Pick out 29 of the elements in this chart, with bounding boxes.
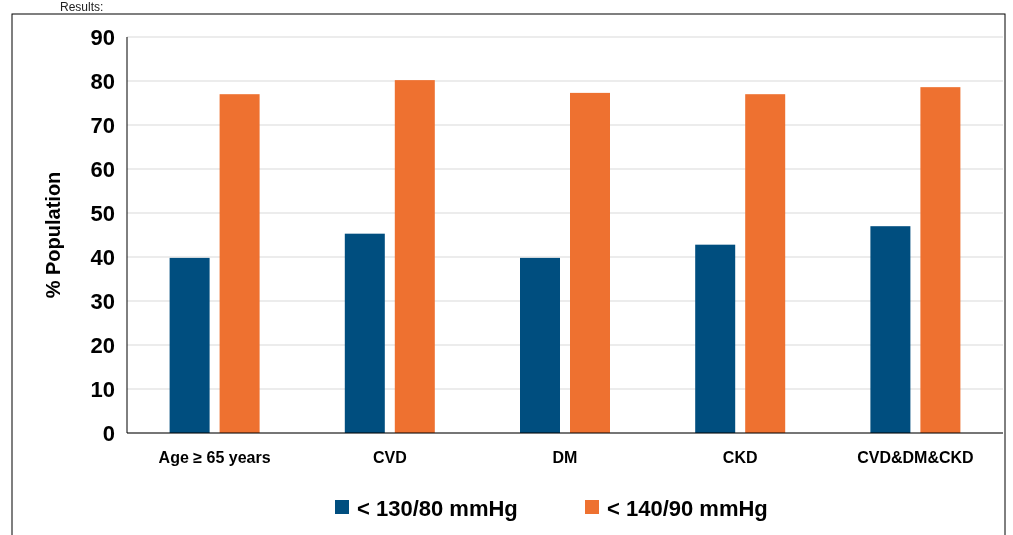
y-tick-label: 0 bbox=[102, 420, 115, 446]
x-tick-label: CVD&DM&CKD bbox=[857, 449, 974, 466]
y-tick-label: 50 bbox=[90, 200, 115, 226]
bar bbox=[695, 244, 736, 433]
x-tick-label: CKD bbox=[722, 449, 758, 466]
x-tick-label: DM bbox=[552, 449, 578, 466]
y-tick-label: 60 bbox=[90, 156, 115, 182]
bar bbox=[745, 94, 786, 433]
bar bbox=[520, 257, 560, 433]
y-tick-label: 30 bbox=[90, 288, 115, 314]
y-tick-label: 20 bbox=[90, 332, 115, 358]
y-tick-label: 70 bbox=[90, 112, 115, 138]
bar bbox=[870, 226, 911, 433]
bar bbox=[169, 257, 210, 433]
bar bbox=[394, 80, 435, 433]
y-tick-label: 80 bbox=[90, 68, 115, 94]
y-axis-title: % Population bbox=[42, 171, 64, 299]
y-tick-label: 90 bbox=[90, 24, 115, 50]
bar bbox=[570, 92, 610, 433]
bar bbox=[920, 87, 961, 433]
text: Results: bbox=[60, 0, 104, 14]
x-tick-label: CVD bbox=[372, 449, 407, 466]
legend-label: < 140/90 mmHg bbox=[607, 495, 768, 521]
x-tick-label: Age ≥ 65 years bbox=[158, 449, 271, 466]
bar bbox=[219, 94, 260, 433]
legend-label: < 130/80 mmHg bbox=[357, 495, 518, 521]
y-tick-label: 40 bbox=[90, 244, 115, 270]
bar bbox=[344, 233, 385, 433]
y-tick-label: 10 bbox=[90, 376, 115, 402]
